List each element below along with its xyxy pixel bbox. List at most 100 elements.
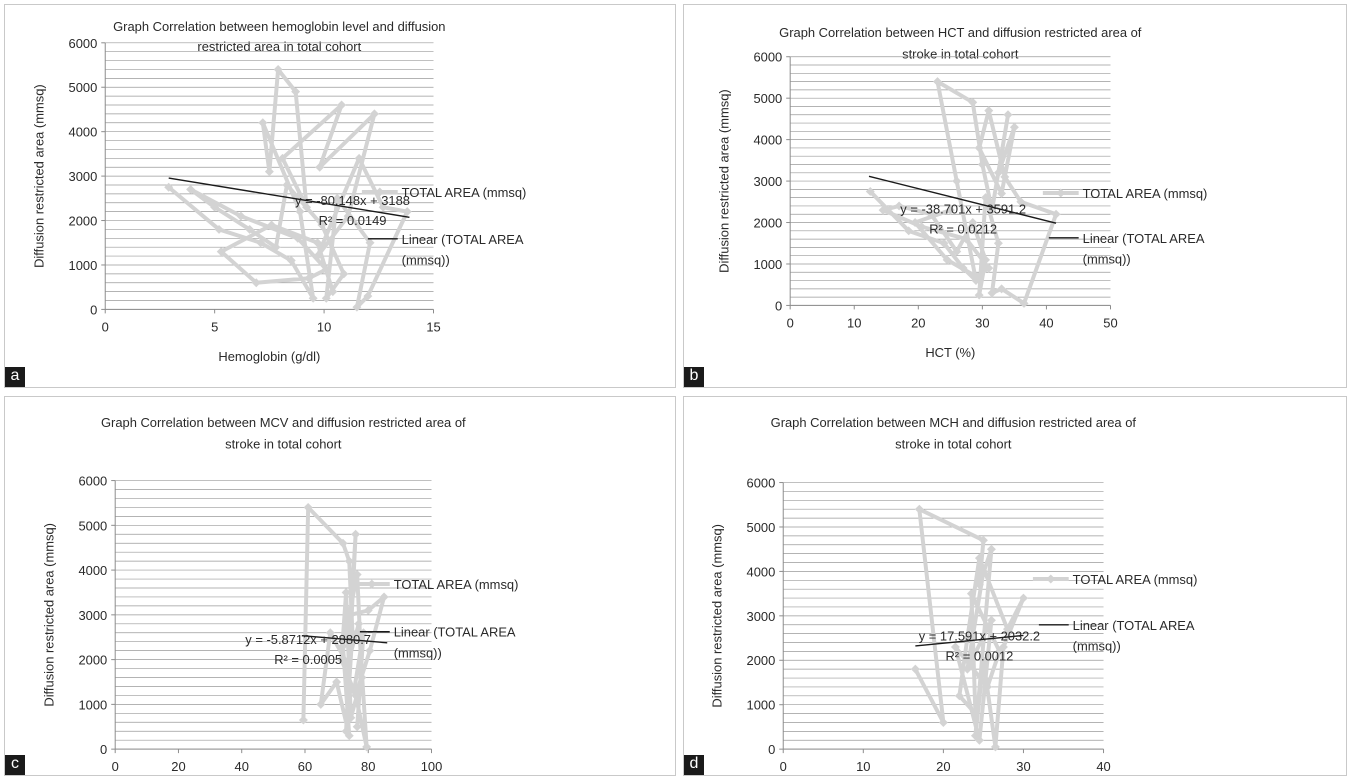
chart-d-data-point xyxy=(978,535,988,545)
chart-c-legend-series-label: TOTAL AREA (mmsq) xyxy=(394,577,519,592)
chart-c-title-line-1: stroke in total cohort xyxy=(225,437,342,452)
chart-d-data-point xyxy=(910,664,920,674)
chart-d-data-point xyxy=(982,682,992,692)
chart-c-data-point xyxy=(352,722,362,732)
chart-b-data-point xyxy=(1051,209,1061,219)
chart-c-xtick-label: 0 xyxy=(112,759,119,774)
chart-c-ytick-label: 0 xyxy=(100,742,107,757)
chart-d-legend-series-label: TOTAL AREA (mmsq) xyxy=(1073,572,1198,587)
chart-b-xtick-label: 30 xyxy=(975,315,989,330)
chart-b-legend-series-label: TOTAL AREA (mmsq) xyxy=(1083,186,1208,201)
chart-d-ylabel: Diffusion restricted area (mmsq) xyxy=(710,524,725,708)
chart-b-data-point xyxy=(971,271,981,281)
chart-c-data-point xyxy=(338,538,348,548)
chart-b-data-point xyxy=(1019,298,1029,308)
chart-b-data-point xyxy=(917,222,926,232)
chart-a-data-point xyxy=(339,269,349,279)
chart-c-data-point xyxy=(332,677,342,687)
chart-a-data-point xyxy=(273,64,283,74)
chart-d-ytick-label: 6000 xyxy=(747,476,776,491)
chart-a-xtick-label: 10 xyxy=(317,319,331,334)
chart-d-legend-trend-label-line-1: (mmsq)) xyxy=(1073,639,1121,654)
chart-c-ytick-label: 2000 xyxy=(78,653,107,668)
chart-b-data-point xyxy=(981,193,991,203)
chart-c-data-point xyxy=(341,587,351,597)
chart-b-svg: Graph Correlation between HCT and diffus… xyxy=(717,25,1208,360)
chart-b-ytick-label: 2000 xyxy=(753,216,782,231)
chart-c-grid xyxy=(115,480,432,750)
chart-a-legend-series-marker xyxy=(375,187,385,197)
chart-a-data-point xyxy=(271,242,281,252)
chart-d-data-point xyxy=(974,580,984,590)
chart-a-ytick-label: 0 xyxy=(90,302,97,317)
chart-b-data-point xyxy=(974,143,984,153)
chart-a-data-point xyxy=(321,264,331,274)
chart-b-data-point xyxy=(984,263,994,273)
chart-b-xlabel: HCT (%) xyxy=(925,345,975,360)
chart-c-data-point xyxy=(338,641,348,651)
chart-c-data-point xyxy=(336,655,346,665)
panel-label-c: c xyxy=(5,755,25,775)
chart-c-data-point xyxy=(325,628,335,638)
chart-a-data-point xyxy=(282,180,292,190)
chart-a-data-point xyxy=(308,293,318,303)
chart-c-title-line-0: Graph Correlation between MCV and diffus… xyxy=(101,415,466,430)
chart-b-r2: R² = 0.0212 xyxy=(929,221,997,236)
chart-a-data-point xyxy=(216,247,226,257)
chart-b-ytick-label: 0 xyxy=(775,298,782,313)
chart-c-data-point xyxy=(357,673,367,682)
chart-b-data-point xyxy=(987,288,997,298)
chart-d-legend-series-marker xyxy=(1046,574,1056,584)
chart-b-xtick-label: 40 xyxy=(1039,315,1053,330)
chart-b-title-line-0: Graph Correlation between HCT and diffus… xyxy=(779,25,1142,40)
chart-c-data-point xyxy=(352,570,362,580)
chart-a-ylabel: Diffusion restricted area (mmsq) xyxy=(32,84,47,268)
chart-b-equation: y = -38.701x + 3591.2 xyxy=(900,201,1026,216)
chart-a-data-point xyxy=(164,182,174,192)
chart-c-ytick-label: 5000 xyxy=(78,518,107,533)
chart-b-data-point xyxy=(961,234,971,244)
chart-d-data-point xyxy=(974,553,984,563)
chart-a-data-point xyxy=(321,293,331,303)
chart-c-trendline xyxy=(301,634,388,644)
chart-b-data-point xyxy=(984,106,994,116)
chart-d-ytick-label: 5000 xyxy=(747,520,776,535)
chart-b-data-point xyxy=(865,186,875,196)
chart-c-data-point xyxy=(354,619,364,629)
chart-c-xtick-label: 20 xyxy=(171,759,185,774)
chart-a-svg: Graph Correlation between hemoglobin lev… xyxy=(32,19,527,364)
chart-c-data-point xyxy=(349,686,359,696)
chart-d-title-line-1: stroke in total cohort xyxy=(895,437,1012,452)
chart-b-grid xyxy=(790,56,1111,306)
chart-d-data-point xyxy=(966,589,976,599)
chart-b-xtick-label: 50 xyxy=(1103,315,1117,330)
chart-b-ytick-label: 1000 xyxy=(753,257,782,272)
chart-d-xtick-label: 40 xyxy=(1096,759,1110,774)
chart-c-data-point xyxy=(303,502,313,512)
chart-c-data-point xyxy=(344,556,354,566)
chart-c-ytick-label: 1000 xyxy=(78,697,107,712)
chart-a-data-point xyxy=(354,153,364,163)
chart-a-r2: R² = 0.0149 xyxy=(319,213,387,228)
chart-d-series-line xyxy=(913,507,1026,749)
chart-d-ytick-label: 0 xyxy=(768,742,775,757)
chart-a-legend-series-label: TOTAL AREA (mmsq) xyxy=(402,185,527,200)
chart-a-legend-trend-label-line-1: (mmsq)) xyxy=(402,253,450,268)
chart-a-data-point xyxy=(236,211,246,221)
chart-d-legend-trend-label-line-0: Linear (TOTAL AREA xyxy=(1073,618,1195,633)
chart-b-data-point xyxy=(1000,172,1010,182)
chart-a-xlabel: Hemoglobin (g/dl) xyxy=(218,349,320,364)
chart-b-xtick-label: 0 xyxy=(787,315,794,330)
chart-b-data-point xyxy=(997,284,1007,294)
chart-d-equation: y = 17.591x + 2032.2 xyxy=(919,629,1040,644)
chart-a-data-point xyxy=(315,162,325,172)
chart-b-data-point xyxy=(968,97,978,107)
chart-d-title-line-0: Graph Correlation between MCH and diffus… xyxy=(771,415,1137,430)
chart-c-data-point xyxy=(346,610,356,620)
chart-b-data-point xyxy=(1003,110,1013,120)
chart-b-data-point xyxy=(939,238,949,248)
chart-c-data-point xyxy=(298,715,308,725)
chart-a-data-point xyxy=(313,251,322,261)
chart-a-data-point xyxy=(332,193,342,203)
chart-c-data-point xyxy=(351,690,361,700)
